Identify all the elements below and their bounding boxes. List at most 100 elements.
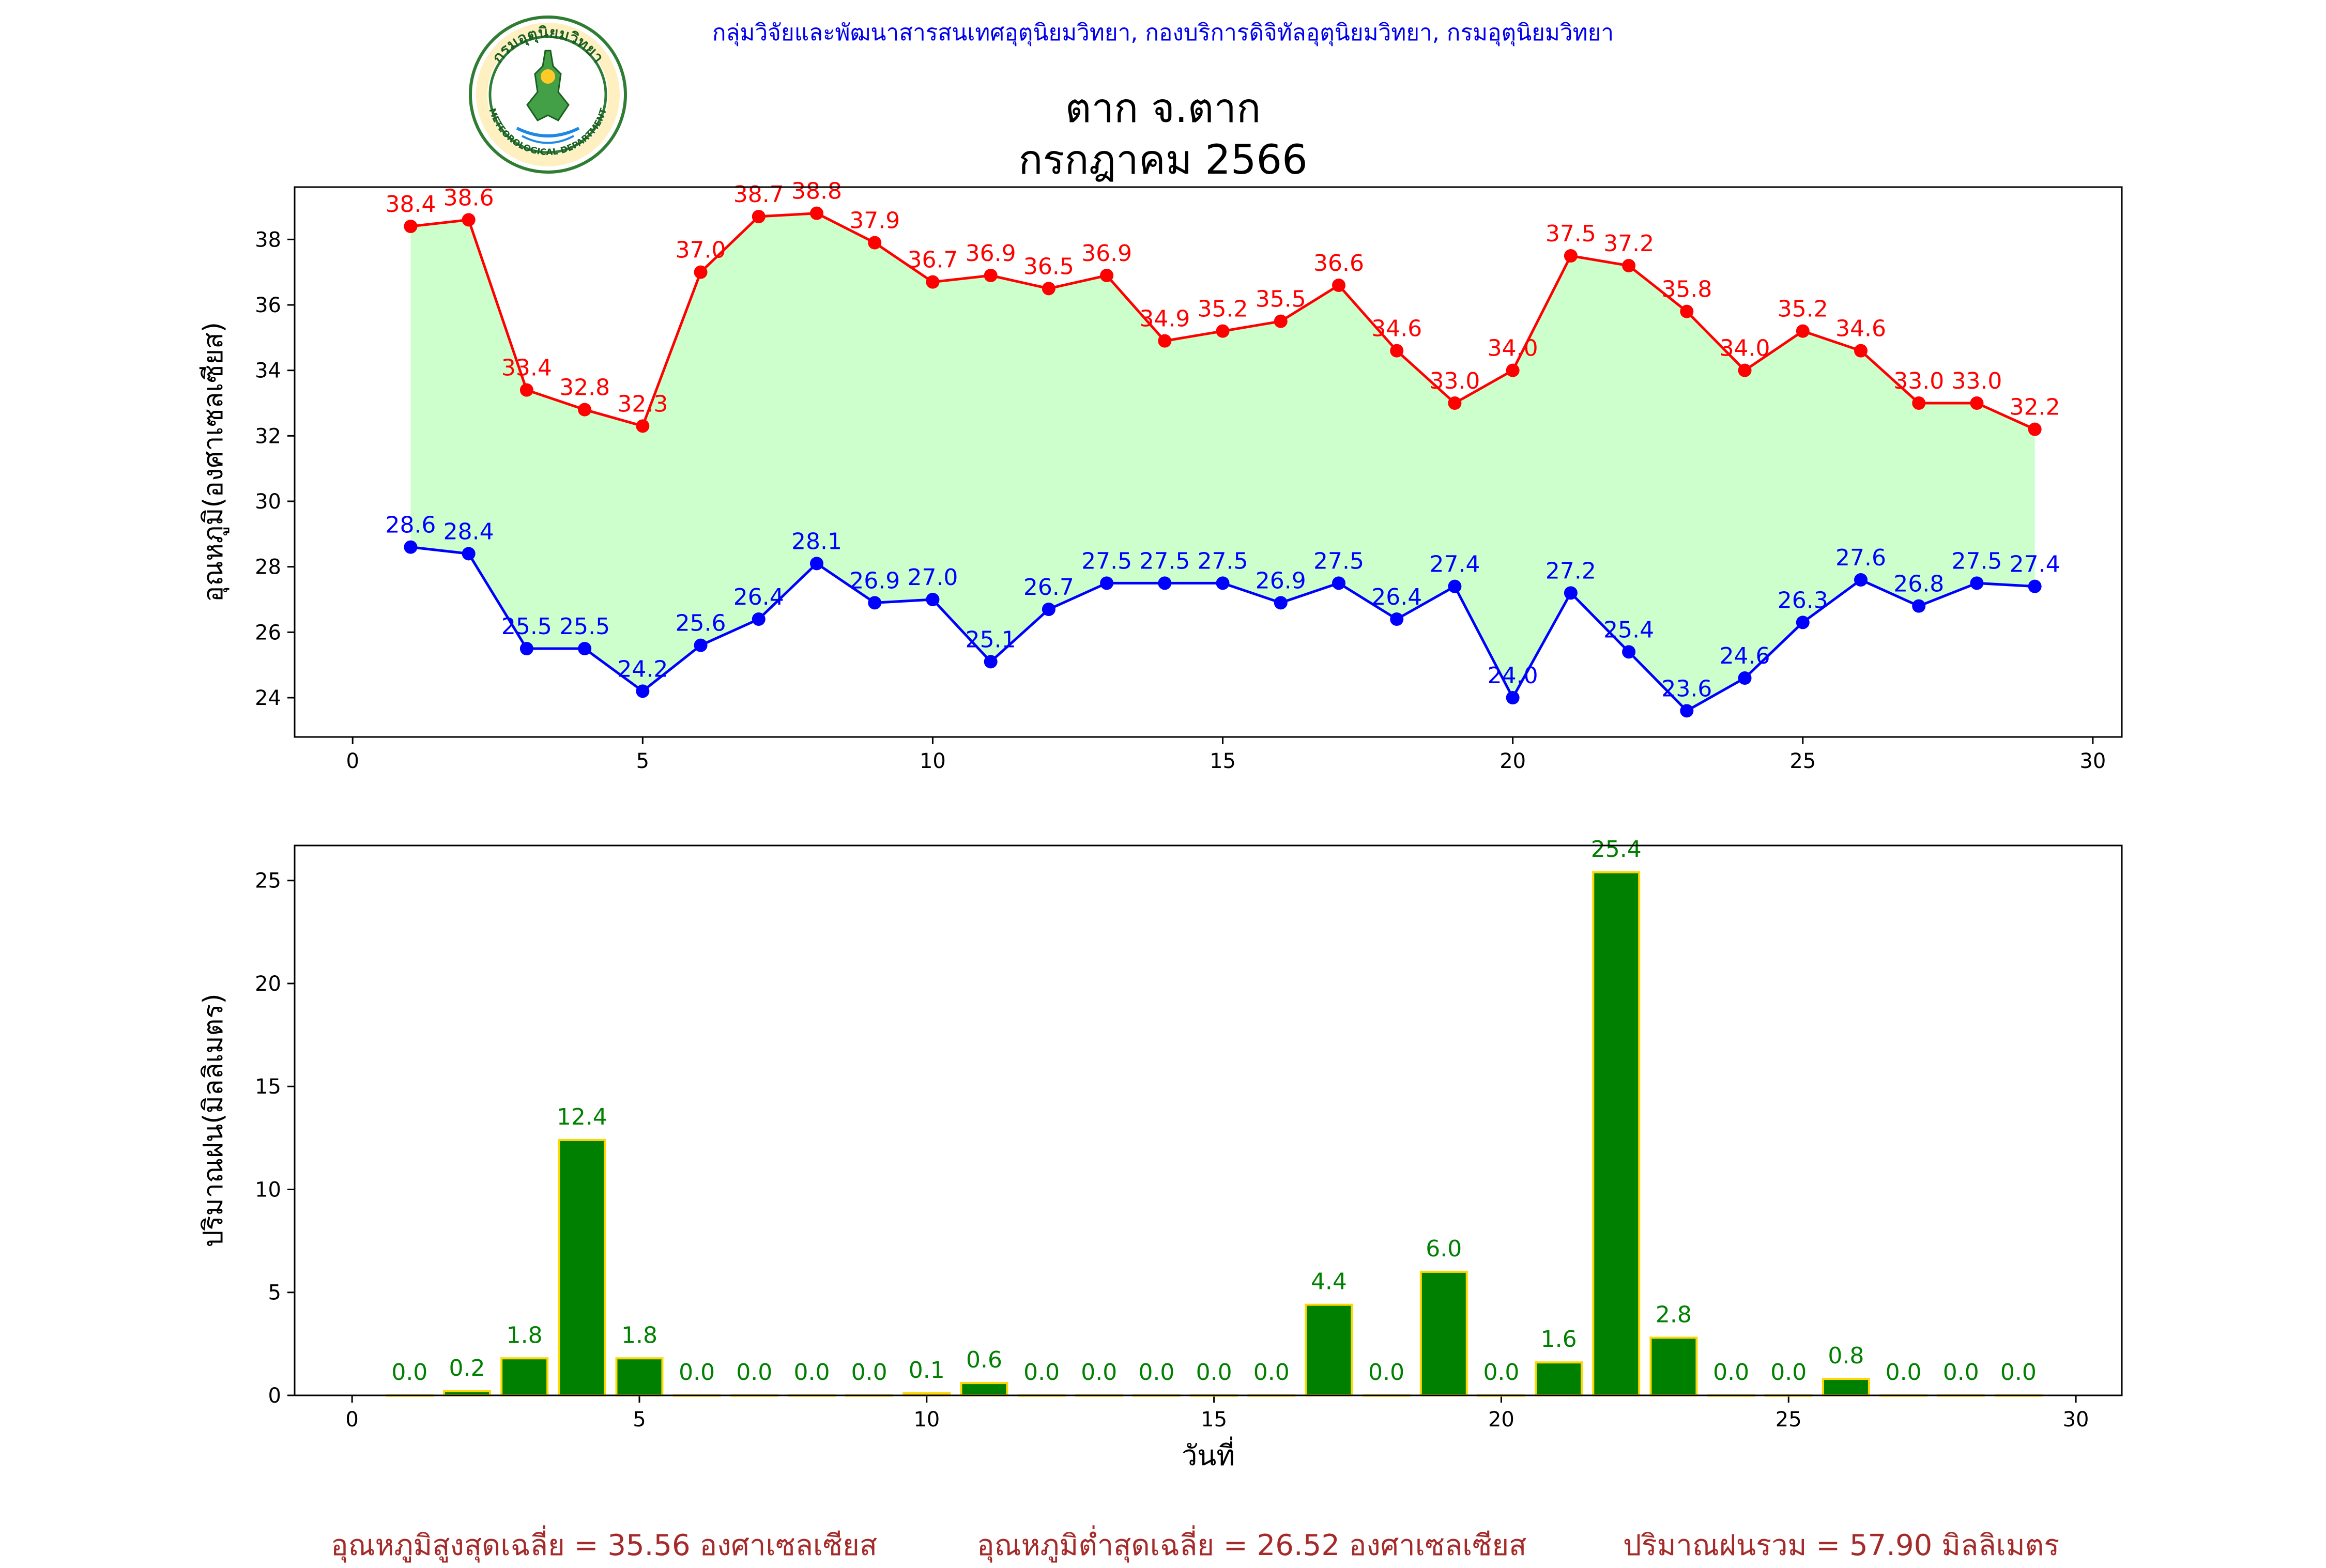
max-temp-point xyxy=(810,206,823,220)
max-temp-label: 33.0 xyxy=(1951,368,2002,394)
max-temp-label: 34.6 xyxy=(1835,316,1886,342)
min-temp-point xyxy=(1680,704,1694,718)
chart-title: ตาก จ.ตาก กรกฎาคม 2566 xyxy=(0,83,2326,186)
rain-bar xyxy=(558,1139,606,1396)
y-tick-label: 15 xyxy=(255,1075,281,1099)
x-tick-label: 25 xyxy=(1776,1408,1802,1432)
rain-bar-label: 12.4 xyxy=(557,1104,607,1130)
min-temp-point xyxy=(1100,576,1114,590)
min-temp-point xyxy=(810,557,823,571)
min-temp-point xyxy=(1970,576,1984,590)
min-temp-point xyxy=(752,612,766,626)
max-temp-point xyxy=(519,383,533,397)
y-tick-label: 30 xyxy=(255,490,281,514)
min-temp-label: 28.6 xyxy=(385,512,436,539)
rain-bar-label: 0.8 xyxy=(1828,1343,1864,1369)
min-temp-label: 26.9 xyxy=(849,567,900,594)
min-temp-point xyxy=(694,638,708,652)
max-temp-point xyxy=(694,265,708,279)
min-temp-label: 25.6 xyxy=(676,610,726,637)
rain-bar-label: 0.0 xyxy=(1770,1359,1807,1386)
min-temp-label: 26.9 xyxy=(1256,567,1306,594)
rain-bar-label: 0.0 xyxy=(1081,1359,1117,1386)
rain-bar-label: 0.0 xyxy=(1196,1359,1232,1386)
max-temp-point xyxy=(578,403,592,417)
min-temp-label: 26.8 xyxy=(1893,571,1944,597)
max-temp-label: 35.8 xyxy=(1661,276,1712,303)
max-temp-point xyxy=(984,269,998,282)
max-temp-label: 32.8 xyxy=(559,375,610,401)
x-tick-label: 5 xyxy=(633,1408,646,1432)
rain-bar xyxy=(1649,1336,1698,1396)
min-temp-label: 25.1 xyxy=(966,626,1016,653)
x-tick-label: 30 xyxy=(2079,749,2106,773)
min-temp-point xyxy=(519,642,533,655)
y-tick-label: 0 xyxy=(268,1384,281,1408)
min-temp-point xyxy=(1274,596,1288,610)
min-temp-label: 27.0 xyxy=(907,564,958,591)
max-temp-point xyxy=(1042,282,1055,296)
x-tick-label: 25 xyxy=(1789,749,1816,773)
y-tick-label: 25 xyxy=(255,869,281,893)
rain-bar xyxy=(1592,871,1641,1397)
max-temp-point xyxy=(1854,344,1868,358)
min-temp-point xyxy=(1332,576,1345,590)
rain-bar-label: 0.1 xyxy=(909,1357,945,1383)
y-tick-label: 38 xyxy=(255,228,281,252)
max-temp-point xyxy=(868,236,882,250)
min-temp-label: 27.5 xyxy=(1951,548,2002,574)
min-temp-point xyxy=(1506,691,1520,704)
max-temp-point xyxy=(1622,259,1636,272)
max-temp-label: 33.4 xyxy=(501,355,552,381)
y-axis-label: ปริมาณฝน(มิลลิเมตร) xyxy=(198,993,229,1247)
x-tick-label: 15 xyxy=(1210,749,1236,773)
max-temp-label: 32.2 xyxy=(2010,394,2060,421)
rain-bar-label: 0.0 xyxy=(1368,1359,1404,1386)
max-temp-point xyxy=(1912,396,1926,410)
x-tick-label: 5 xyxy=(636,749,649,773)
min-temp-point xyxy=(1158,576,1172,590)
temp-range-fill xyxy=(410,213,2035,711)
max-temp-point xyxy=(1332,279,1345,292)
y-tick-label: 26 xyxy=(255,621,281,644)
rain-bar xyxy=(1822,1378,1870,1397)
max-temp-point xyxy=(404,220,418,233)
y-tick-label: 36 xyxy=(255,294,281,317)
rain-bar xyxy=(500,1357,549,1397)
max-temp-label: 32.3 xyxy=(617,391,668,417)
min-temp-label: 27.6 xyxy=(1835,545,1886,571)
rain-bar-label: 0.0 xyxy=(679,1359,715,1386)
max-temp-point xyxy=(752,210,766,223)
min-temp-point xyxy=(1854,573,1868,587)
rain-bar xyxy=(615,1357,664,1397)
min-temp-point xyxy=(1796,616,1810,629)
min-temp-point xyxy=(1216,576,1230,590)
meteorological-department-logo: กรมอุตุนิยมวิทยา METEOROLOGICAL DEPARTME… xyxy=(469,16,627,174)
min-temp-label: 27.5 xyxy=(1139,548,1190,574)
max-temp-label: 38.6 xyxy=(443,185,494,211)
min-temp-label: 23.6 xyxy=(1661,675,1712,702)
max-temp-label: 37.2 xyxy=(1603,230,1654,257)
min-temp-point xyxy=(1448,579,1462,593)
min-temp-label: 26.4 xyxy=(733,584,784,610)
x-tick-label: 20 xyxy=(1499,749,1526,773)
min-temp-point xyxy=(926,593,940,606)
rain-bar-label: 1.8 xyxy=(507,1322,543,1348)
min-temp-label: 24.2 xyxy=(617,656,668,682)
rain-bar-label: 2.8 xyxy=(1656,1301,1692,1328)
max-temp-label: 35.2 xyxy=(1778,296,1828,322)
y-tick-label: 5 xyxy=(268,1281,281,1305)
x-tick-label: 15 xyxy=(1201,1408,1227,1432)
rain-bar xyxy=(960,1382,1008,1396)
rain-bar-label: 0.0 xyxy=(1713,1359,1749,1386)
station-title: ตาก จ.ตาก xyxy=(1065,85,1261,132)
min-temp-point xyxy=(1042,603,1055,616)
min-temp-point xyxy=(2028,579,2042,593)
y-tick-label: 10 xyxy=(255,1178,281,1202)
rain-bar-label: 4.4 xyxy=(1311,1269,1347,1295)
min-temp-label: 28.1 xyxy=(791,528,842,555)
max-temp-point xyxy=(1158,334,1172,348)
min-temp-point xyxy=(404,540,418,554)
max-temp-point xyxy=(1100,269,1114,282)
